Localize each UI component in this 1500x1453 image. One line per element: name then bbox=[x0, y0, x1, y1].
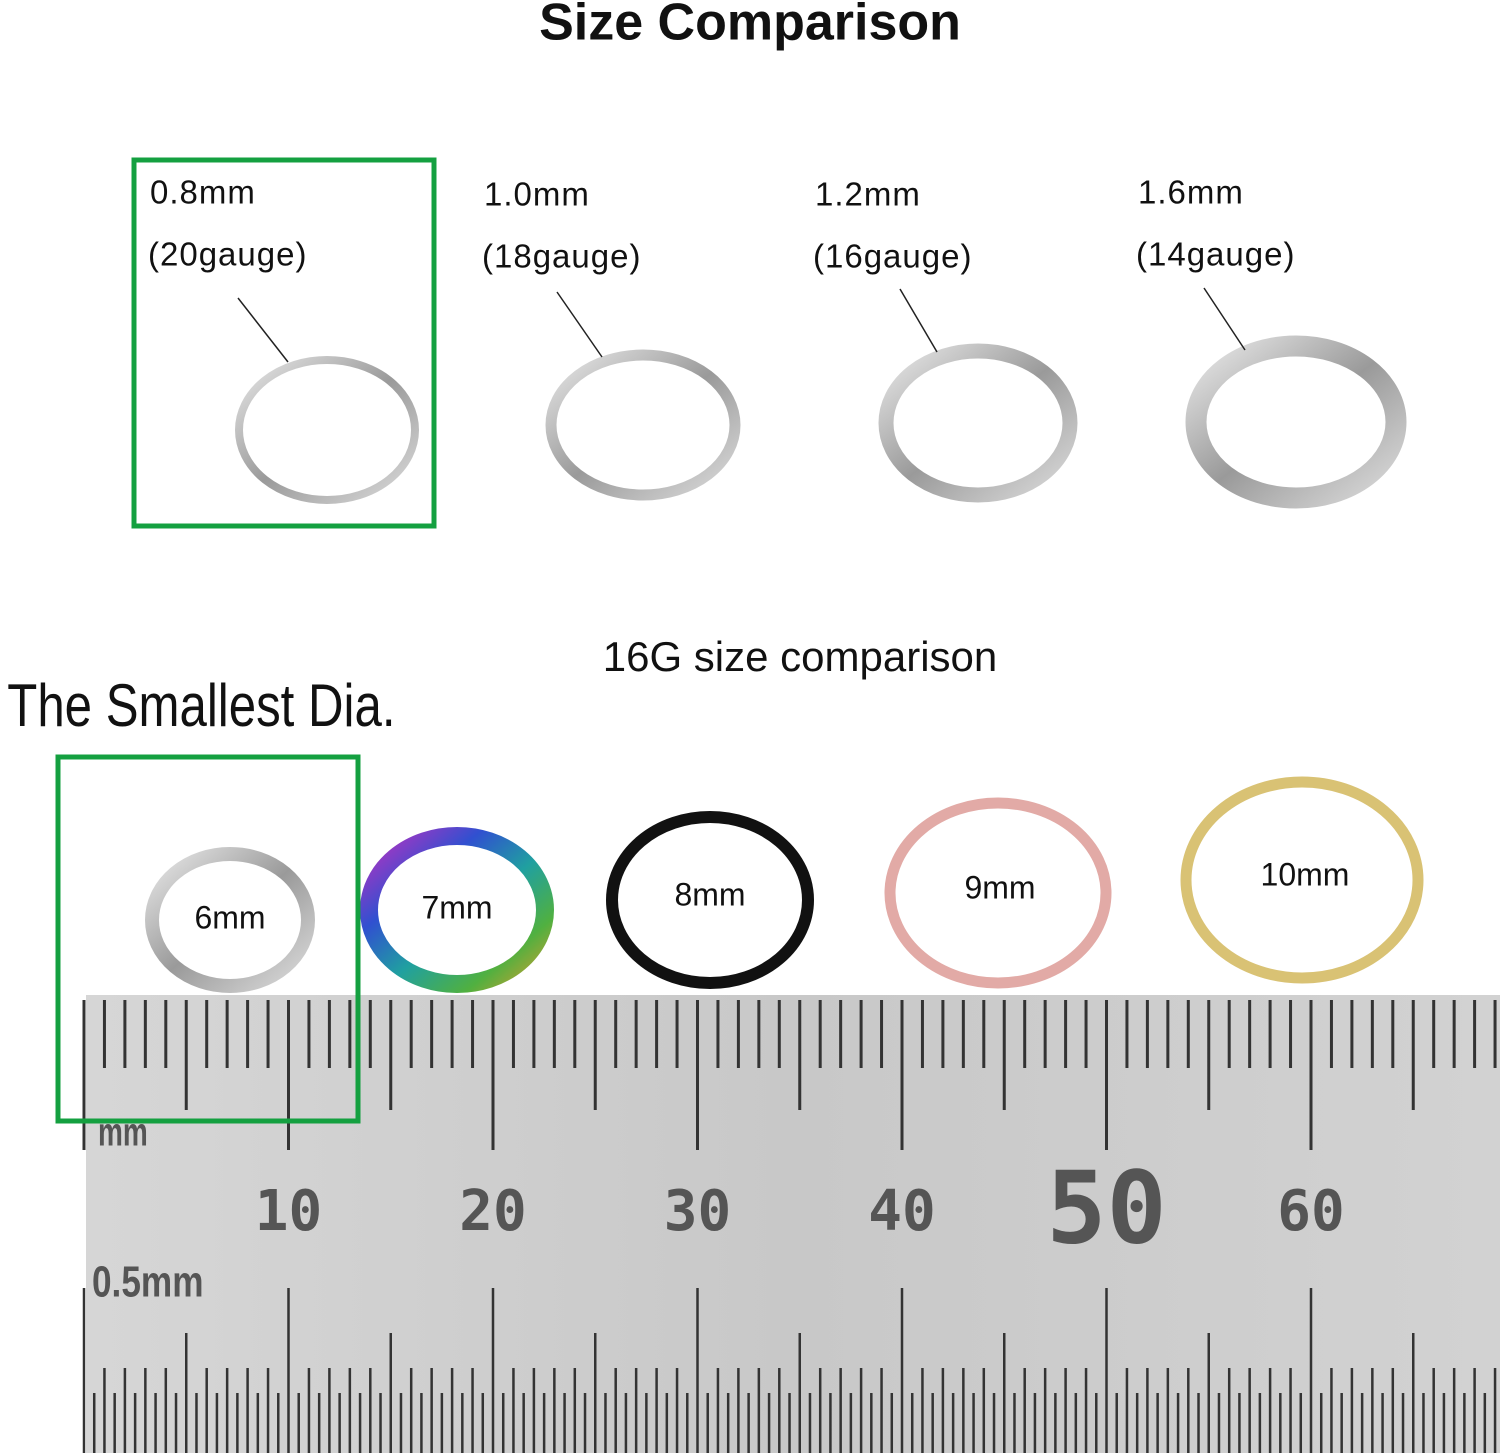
ruler bbox=[86, 995, 1500, 1453]
highlight-box bbox=[131, 157, 437, 529]
ring-size: 8mm bbox=[674, 876, 745, 912]
gauge-number: (14gauge) bbox=[1136, 236, 1295, 273]
ruler-number: 20 bbox=[459, 1179, 526, 1244]
ruler-number: 10 bbox=[255, 1179, 322, 1244]
ruler-unit: mm bbox=[98, 1111, 148, 1155]
note: The Smallest Dia. bbox=[7, 671, 395, 739]
ring bbox=[878, 343, 1078, 503]
gauge-rings bbox=[235, 335, 1407, 509]
ring-size: 10mm bbox=[1261, 856, 1350, 892]
pointer bbox=[556, 291, 603, 358]
gauge-size: 1.2mm bbox=[815, 176, 921, 213]
pointer bbox=[237, 297, 289, 363]
gauge-number: (18gauge) bbox=[482, 238, 641, 275]
title: Size Comparison bbox=[539, 0, 961, 52]
gauge-number: (20gauge) bbox=[148, 236, 307, 273]
ring bbox=[606, 811, 814, 989]
ring bbox=[545, 349, 741, 501]
pointer bbox=[899, 288, 938, 353]
ruler-number: 30 bbox=[664, 1179, 731, 1244]
ring-size: 7mm bbox=[421, 889, 492, 925]
ruler-number: 60 bbox=[1277, 1179, 1344, 1244]
ring-size: 9mm bbox=[964, 869, 1035, 905]
ring bbox=[1180, 776, 1424, 984]
pointers bbox=[237, 287, 1246, 363]
ring bbox=[145, 847, 315, 993]
gauge-labels: 0.8mm (20gauge) 1.0mm (18gauge) 1.2mm (16gaug… bbox=[148, 174, 1295, 275]
subtitle: 16G size comparison bbox=[603, 633, 998, 680]
ruler-fine-unit: 0.5mm bbox=[92, 1258, 203, 1307]
pointer bbox=[1203, 287, 1246, 351]
gauge-size: 1.0mm bbox=[484, 176, 590, 213]
ring bbox=[360, 827, 554, 993]
gauge-number: (16gauge) bbox=[813, 238, 972, 275]
ruler-number: 40 bbox=[868, 1179, 935, 1244]
size-rings bbox=[145, 776, 1424, 993]
ring bbox=[1185, 335, 1407, 509]
gauge-size: 0.8mm bbox=[150, 174, 256, 211]
ruler-number: 50 bbox=[1046, 1149, 1166, 1266]
highlight-box bbox=[55, 754, 361, 1124]
ring-size: 6mm bbox=[194, 899, 265, 935]
gauge-size: 1.6mm bbox=[1138, 174, 1244, 211]
ring-labels: 6mm 7mm 8mm 9mm 10mm bbox=[194, 856, 1349, 935]
ring bbox=[884, 797, 1112, 989]
ruler-ticks bbox=[82, 1000, 1497, 1453]
ruler-labels: mm0.5mm1020304050607 bbox=[92, 1111, 1345, 1307]
ring bbox=[235, 356, 419, 504]
